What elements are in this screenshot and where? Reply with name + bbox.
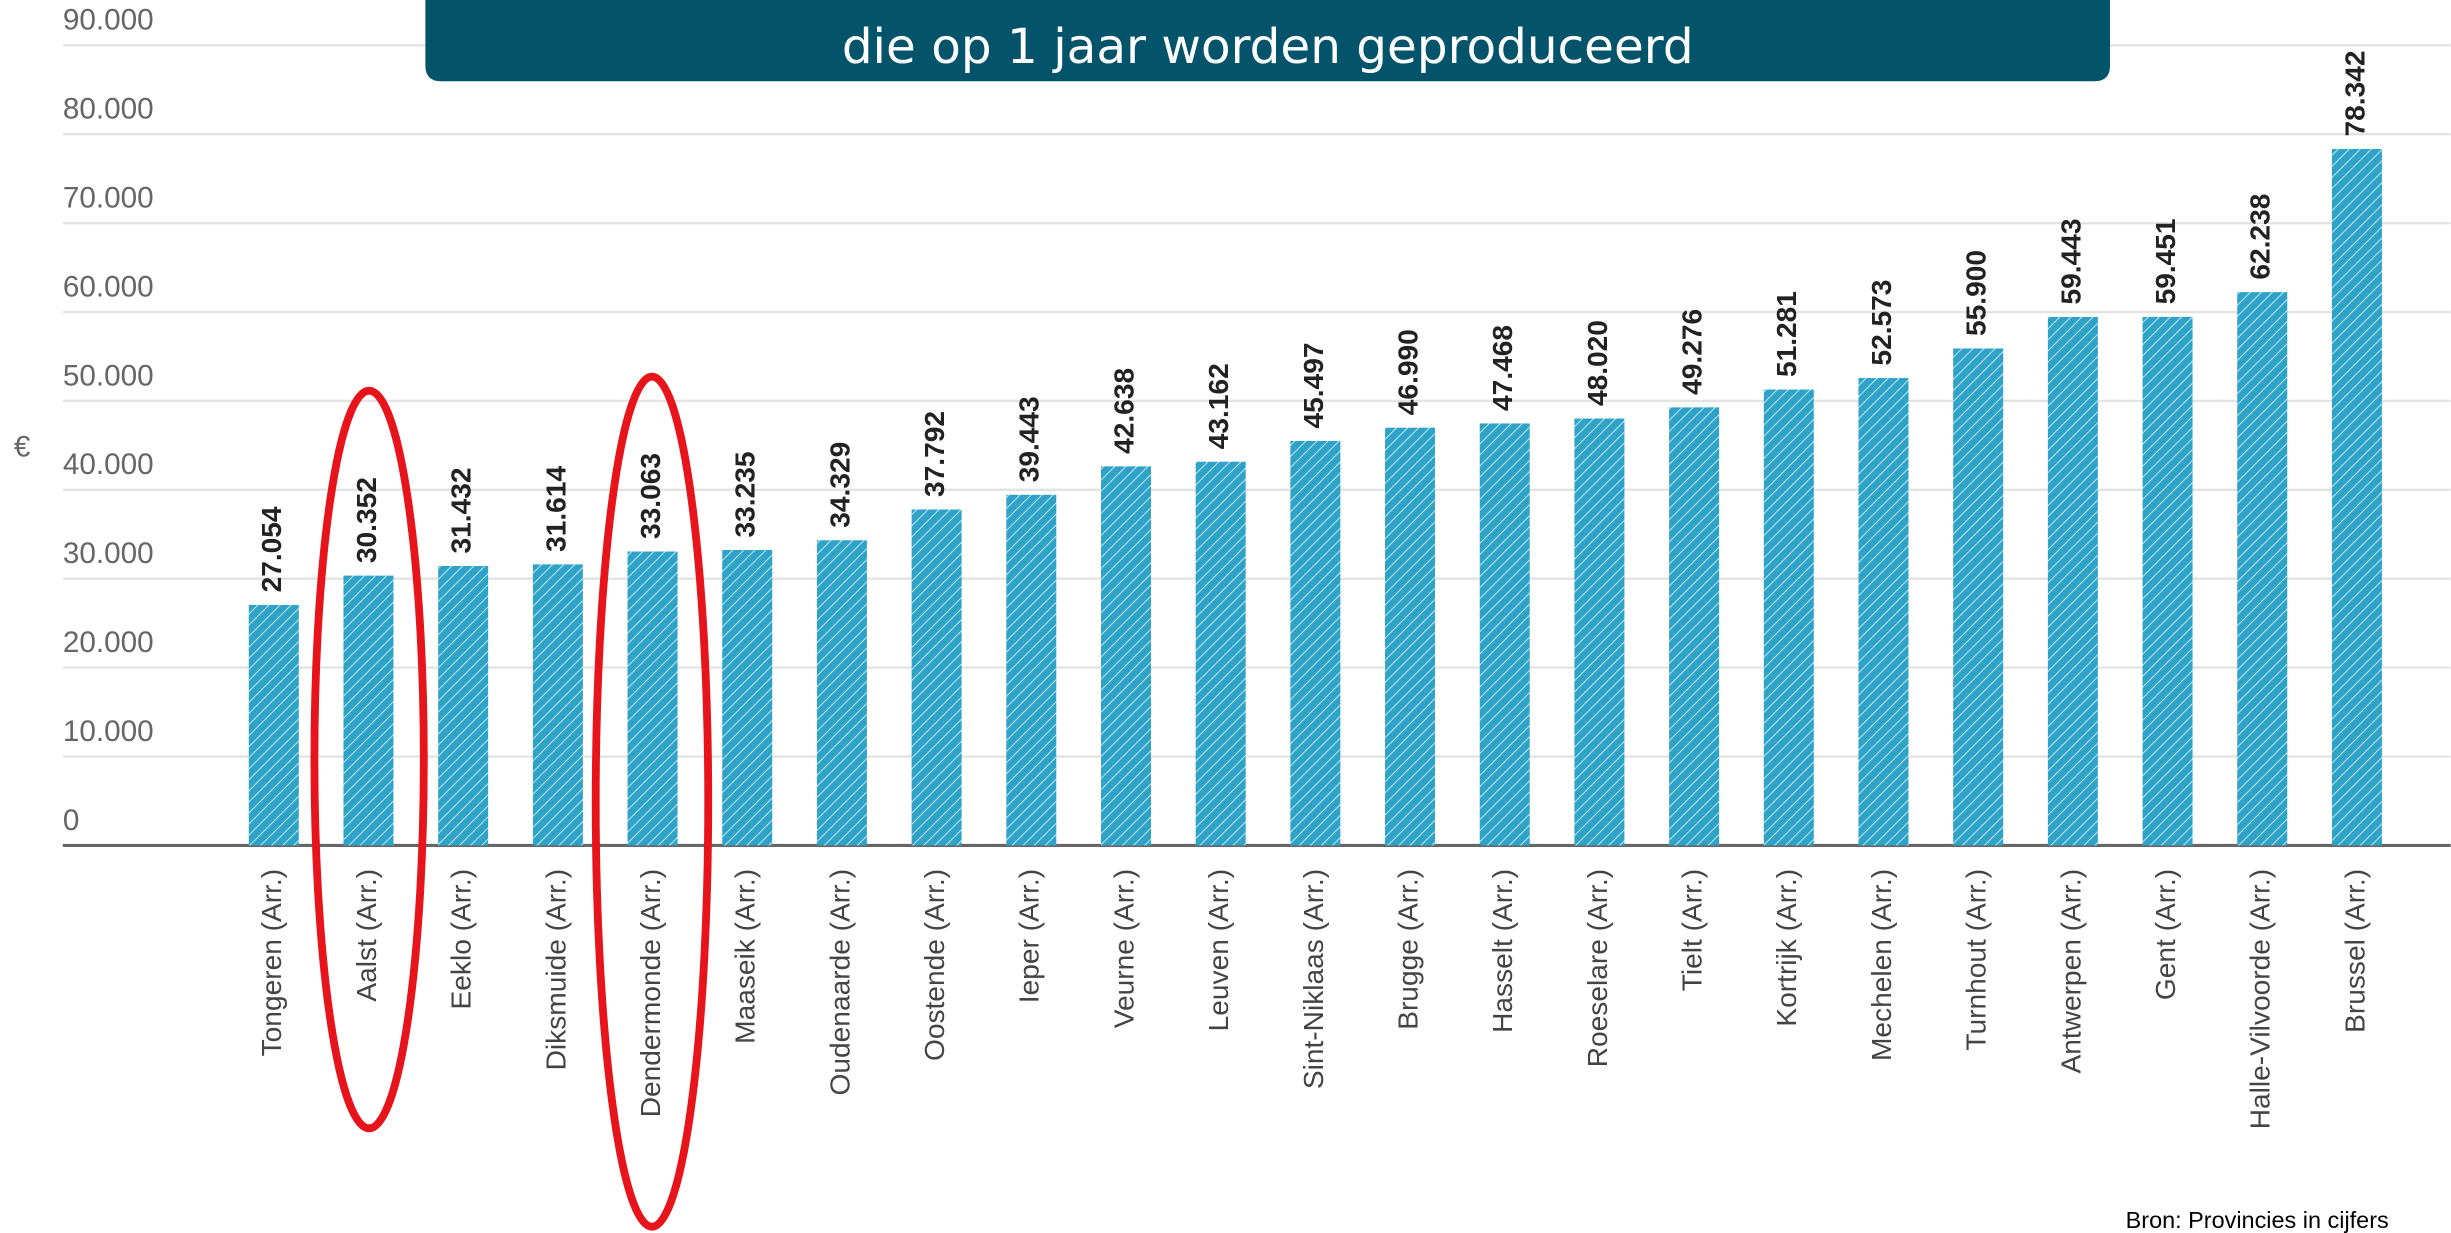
bar (1574, 418, 1625, 846)
x-tick-label: Antwerpen (Arr.) (2055, 869, 2086, 1074)
x-tick-label: Gent (Arr.) (2150, 869, 2181, 1000)
x-tick-label: Oostende (Arr.) (919, 869, 950, 1061)
highlight (310, 386, 428, 1133)
value-label: 33.235 (730, 451, 761, 537)
x-tick-label: Tielt (Arr.) (1677, 869, 1708, 991)
value-label: 33.063 (635, 453, 666, 539)
y-tick-label: 80.000 (63, 93, 154, 126)
bar (2237, 292, 2288, 846)
y-tick-label: 50.000 (63, 359, 154, 392)
x-tick-label: Aalst (Arr.) (351, 869, 382, 1002)
chart-title: die op 1 jaar worden geproduceerd (842, 19, 1694, 75)
value-label: 52.573 (1866, 280, 1897, 366)
x-tick-label: Maaseik (Arr.) (730, 869, 761, 1044)
value-label: 62.238 (2245, 194, 2276, 280)
y-tick-label: 30.000 (63, 537, 154, 570)
value-label: 31.614 (540, 466, 571, 552)
value-label: 55.900 (1961, 250, 1992, 336)
x-tick-label: Hasselt (Arr.) (1487, 869, 1518, 1033)
value-label: 51.281 (1771, 291, 1802, 377)
x-tick-label: Kortrijk (Arr.) (1771, 869, 1802, 1027)
bar (2142, 316, 2193, 846)
value-label: 39.443 (1014, 396, 1045, 482)
bar (532, 564, 583, 846)
x-tick-label: Leuven (Arr.) (1203, 869, 1234, 1031)
value-label: 42.638 (1108, 368, 1139, 454)
value-label: 34.329 (824, 442, 855, 528)
bar (438, 566, 489, 846)
y-tick-label: 40.000 (63, 448, 154, 481)
value-label: 48.020 (1582, 320, 1613, 406)
bar (722, 549, 773, 846)
x-tick-label: Turnhout (Arr.) (1961, 869, 1992, 1051)
bar (1195, 461, 1246, 846)
bar (1953, 348, 2004, 846)
bar (1669, 407, 1720, 846)
x-tick-label: Tongeren (Arr.) (256, 869, 287, 1056)
bar (1385, 427, 1436, 846)
bar (2047, 316, 2098, 846)
value-label: 49.276 (1677, 309, 1708, 395)
bar (2331, 148, 2382, 846)
x-tick-label: Dendermonde (Arr.) (635, 869, 666, 1117)
bar (911, 509, 962, 846)
bar (1763, 389, 1814, 846)
value-label: 31.432 (446, 468, 477, 554)
value-label: 59.443 (2055, 218, 2086, 304)
x-tick-label: Oudenaarde (Arr.) (824, 869, 855, 1096)
y-tick-label: 20.000 (63, 626, 154, 659)
x-tick-label: Sint-Niklaas (Arr.) (1298, 869, 1329, 1089)
highlight (591, 372, 713, 1231)
x-tick-label: Ieper (Arr.) (1014, 869, 1045, 1003)
value-label: 59.451 (2150, 218, 2181, 304)
y-axis-label: € (14, 430, 31, 463)
x-tick-label: Halle-Vilvoorde (Arr.) (2245, 869, 2276, 1129)
bar (1100, 466, 1151, 846)
y-tick-label: 70.000 (63, 182, 154, 215)
bar (1006, 494, 1057, 846)
x-tick-label: Veurne (Arr.) (1108, 869, 1139, 1028)
bar (1290, 440, 1341, 846)
value-label: 27.054 (256, 506, 287, 592)
y-tick-label: 60.000 (63, 270, 154, 303)
value-label: 45.497 (1298, 342, 1329, 428)
x-tick-label: Eeklo (Arr.) (446, 869, 477, 1010)
bar (1479, 423, 1530, 846)
value-label: 30.352 (351, 477, 382, 563)
x-tick-label: Brussel (Arr.) (2339, 869, 2370, 1033)
bar (1858, 378, 1909, 846)
value-label: 46.990 (1392, 329, 1423, 415)
value-label: 78.342 (2339, 50, 2370, 136)
y-tick-label: 90.000 (63, 4, 154, 37)
bar (627, 551, 678, 846)
bar (343, 575, 394, 846)
x-tick-label: Diksmuide (Arr.) (540, 869, 571, 1070)
bar (248, 604, 299, 846)
title-box (425, 0, 2111, 82)
value-label: 43.162 (1203, 363, 1234, 449)
y-tick-label: 10.000 (63, 715, 154, 748)
value-label: 47.468 (1487, 325, 1518, 411)
source: Bron: Provincies in cijfers (2126, 1207, 2389, 1233)
y-tick-label: 0 (63, 804, 80, 837)
x-tick-label: Brugge (Arr.) (1392, 869, 1423, 1030)
x-tick-label: Mechelen (Arr.) (1866, 869, 1897, 1061)
x-tick-label: Roeselare (Arr.) (1582, 869, 1613, 1067)
value-label: 37.792 (919, 411, 950, 497)
bar (816, 540, 867, 846)
